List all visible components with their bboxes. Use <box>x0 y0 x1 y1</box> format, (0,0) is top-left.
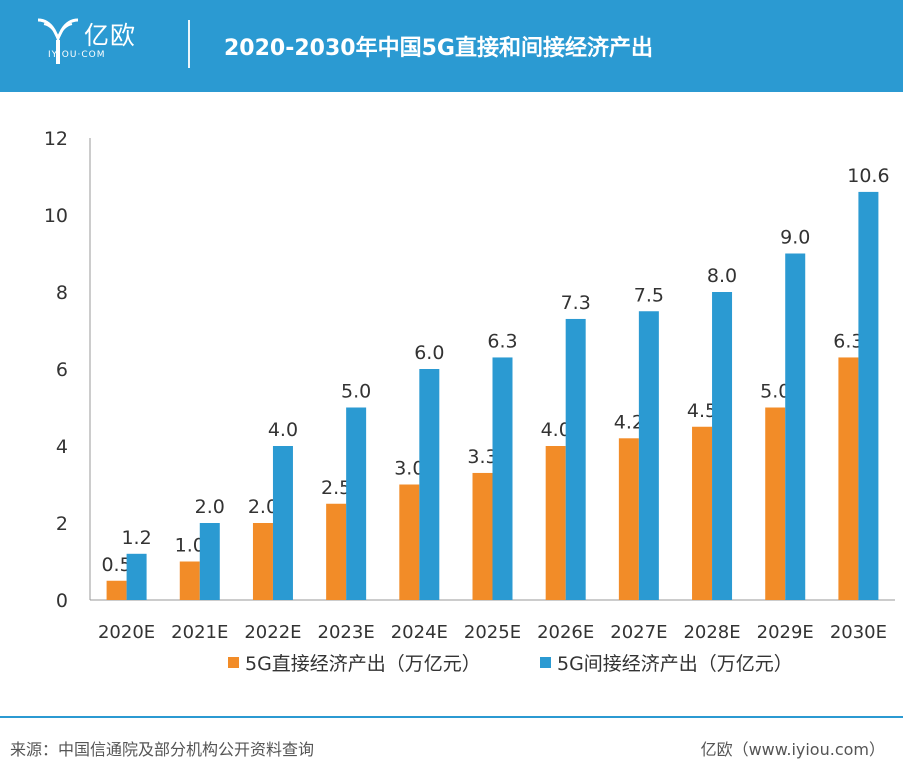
header-divider <box>188 20 190 68</box>
data-label-direct: 2.0 <box>248 496 278 518</box>
logo-subtext: IYIOU·COM <box>48 50 106 60</box>
bar-indirect <box>126 553 147 600</box>
data-label-indirect: 5.0 <box>341 381 371 403</box>
y-tick-label: 10 <box>44 205 68 227</box>
data-label-direct: 0.5 <box>101 554 131 576</box>
footer-divider <box>0 716 903 718</box>
data-label-indirect: 1.2 <box>121 527 151 549</box>
data-label-indirect: 10.6 <box>847 165 889 187</box>
y-tick-label: 2 <box>56 513 68 535</box>
legend-swatch-indirect <box>540 657 551 668</box>
y-tick-label: 12 <box>44 128 68 150</box>
data-label-direct: 4.5 <box>687 400 717 422</box>
data-label-direct: 3.0 <box>394 458 424 480</box>
bar-indirect <box>346 407 367 600</box>
header-bar: 亿欧 IYIOU·COM 2020-2030年中国5G直接和间接经济产出 <box>0 0 903 92</box>
x-tick-label: 2021E <box>171 622 228 643</box>
y-tick-label: 0 <box>56 590 68 612</box>
data-label-indirect: 7.5 <box>634 284 664 306</box>
data-label-indirect: 6.3 <box>487 330 517 352</box>
bar-direct <box>252 523 273 600</box>
data-label-direct: 6.3 <box>833 330 863 352</box>
bar-direct <box>179 561 200 600</box>
bar-direct <box>472 472 493 600</box>
data-label-indirect: 6.0 <box>414 342 444 364</box>
x-tick-label: 2030E <box>830 622 887 643</box>
bar-indirect <box>638 311 659 600</box>
y-tick-label: 8 <box>56 282 68 304</box>
x-tick-label: 2027E <box>610 622 667 643</box>
data-label-indirect: 9.0 <box>780 227 810 249</box>
data-label-indirect: 7.3 <box>561 292 591 314</box>
logo-text: 亿欧 <box>84 21 137 50</box>
data-label-direct: 4.0 <box>541 419 571 441</box>
bar-indirect <box>419 369 440 600</box>
data-label-direct: 1.0 <box>175 535 205 557</box>
bar-direct <box>545 446 566 600</box>
bar-indirect <box>785 253 806 600</box>
y-tick-label: 6 <box>56 359 68 381</box>
data-label-direct: 2.5 <box>321 477 351 499</box>
bar-indirect <box>712 292 733 600</box>
x-tick-label: 2026E <box>537 622 594 643</box>
bar-indirect <box>492 357 513 600</box>
bar-chart: 0 2 4 6 8 10 12 0.5 1.2 2020E 1.0 2.0 2021E 2.0 4.0 202… <box>44 128 895 675</box>
data-label-direct: 4.2 <box>614 411 644 433</box>
data-label-indirect: 2.0 <box>195 496 225 518</box>
bar-direct <box>618 438 639 600</box>
bar-direct <box>399 484 420 600</box>
data-label-indirect: 8.0 <box>707 265 737 287</box>
x-tick-label: 2022E <box>244 622 301 643</box>
site-credit: 亿欧（www.iyiou.com） <box>700 740 885 759</box>
bar-indirect <box>272 446 293 600</box>
data-label-indirect: 4.0 <box>268 419 298 441</box>
legend-label-direct: 5G直接经济产出（万亿元） <box>245 653 481 675</box>
bar-direct <box>838 357 859 600</box>
bar-indirect <box>199 523 220 600</box>
bar-direct <box>692 426 713 600</box>
bar-indirect <box>858 191 879 600</box>
x-tick-label: 2025E <box>464 622 521 643</box>
x-tick-label: 2028E <box>683 622 740 643</box>
x-tick-label: 2020E <box>98 622 155 643</box>
data-label-direct: 3.3 <box>467 446 497 468</box>
x-tick-label: 2024E <box>391 622 448 643</box>
x-tick-label: 2023E <box>318 622 375 643</box>
source-note: 来源：中国信通院及部分机构公开资料查询 <box>10 740 315 759</box>
x-tick-label: 2029E <box>757 622 814 643</box>
y-tick-label: 4 <box>56 436 68 458</box>
legend-label-indirect: 5G间接经济产出（万亿元） <box>557 653 793 675</box>
legend-swatch-direct <box>228 657 239 668</box>
page-title: 2020-2030年中国5G直接和间接经济产出 <box>224 36 653 61</box>
bar-direct <box>765 407 786 600</box>
data-label-direct: 5.0 <box>760 381 790 403</box>
iyiou-logo-icon <box>37 18 79 64</box>
bar-direct <box>106 580 127 600</box>
bar-direct <box>326 503 347 600</box>
bar-indirect <box>565 318 586 600</box>
